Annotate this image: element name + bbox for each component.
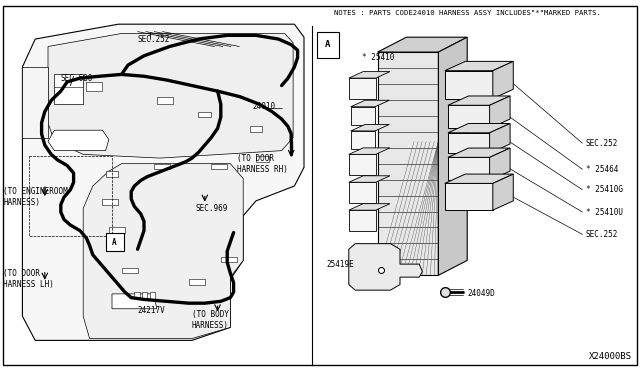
Polygon shape (106, 171, 118, 177)
Polygon shape (142, 292, 147, 299)
Polygon shape (112, 294, 157, 309)
Polygon shape (150, 292, 155, 299)
Text: HARNESS): HARNESS) (3, 198, 40, 207)
Bar (349, 78, 376, 99)
Text: HARNESS LH): HARNESS LH) (3, 280, 54, 289)
Text: (TO DOOR: (TO DOOR (3, 269, 40, 278)
Text: (TO ENGINEROOM: (TO ENGINEROOM (3, 187, 68, 196)
Polygon shape (83, 164, 243, 339)
Polygon shape (438, 37, 467, 275)
Polygon shape (448, 148, 510, 157)
Text: A: A (325, 40, 331, 49)
Text: HARNESS RH): HARNESS RH) (237, 165, 287, 174)
Bar (445, 71, 493, 99)
Polygon shape (493, 174, 513, 210)
Text: 24010: 24010 (253, 102, 276, 110)
Polygon shape (378, 37, 467, 52)
Bar (349, 210, 376, 231)
Text: SEC.969: SEC.969 (195, 204, 228, 213)
Polygon shape (211, 164, 227, 169)
Polygon shape (256, 156, 269, 162)
Polygon shape (349, 244, 422, 290)
Polygon shape (445, 61, 513, 71)
Text: 24217V: 24217V (138, 306, 165, 315)
Polygon shape (349, 71, 390, 78)
Polygon shape (109, 227, 125, 232)
Text: 25419E: 25419E (326, 260, 354, 269)
Polygon shape (490, 148, 510, 180)
Text: * 25410: * 25410 (362, 53, 394, 62)
Polygon shape (349, 176, 390, 182)
Polygon shape (54, 74, 83, 104)
Polygon shape (490, 124, 510, 153)
Polygon shape (48, 33, 293, 158)
Text: HARNESS): HARNESS) (192, 321, 229, 330)
Text: * 25410U: * 25410U (586, 208, 623, 217)
Bar (317, 32, 339, 58)
Bar (448, 157, 490, 180)
Polygon shape (189, 279, 205, 285)
Text: SEC.680: SEC.680 (61, 74, 93, 83)
Text: X24000BS: X24000BS (589, 352, 632, 361)
Bar (349, 182, 376, 203)
Text: NOTES : PARTS CODE24010 HARNESS ASSY INCLUDES"*"MARKED PARTS.: NOTES : PARTS CODE24010 HARNESS ASSY INC… (334, 10, 600, 16)
Polygon shape (349, 148, 390, 154)
Polygon shape (48, 130, 109, 151)
Bar (445, 183, 493, 210)
Polygon shape (22, 24, 304, 340)
Bar (351, 107, 375, 125)
Text: * 25464: * 25464 (586, 165, 618, 174)
Polygon shape (448, 124, 510, 133)
Polygon shape (221, 257, 237, 262)
Polygon shape (22, 67, 48, 138)
Polygon shape (154, 164, 170, 169)
Polygon shape (122, 268, 138, 273)
Polygon shape (490, 96, 510, 128)
Polygon shape (250, 126, 262, 132)
Text: SEC.252: SEC.252 (586, 139, 618, 148)
Polygon shape (86, 82, 102, 91)
Bar (351, 131, 375, 149)
Bar (378, 52, 438, 275)
Bar (349, 154, 376, 175)
Polygon shape (351, 100, 389, 107)
Text: SEC.252: SEC.252 (138, 35, 170, 44)
Polygon shape (445, 174, 513, 183)
Polygon shape (351, 124, 389, 131)
Text: (TO BODY: (TO BODY (192, 310, 229, 319)
Polygon shape (349, 203, 390, 210)
Polygon shape (157, 97, 173, 104)
Text: (TO DOOR: (TO DOOR (237, 154, 274, 163)
Text: * 25410G: * 25410G (586, 185, 623, 194)
Text: SEC.252: SEC.252 (586, 230, 618, 239)
Bar (106, 233, 124, 251)
Polygon shape (134, 292, 140, 299)
Polygon shape (198, 112, 211, 117)
Text: A: A (112, 238, 117, 247)
Bar (448, 105, 490, 128)
Text: 24049D: 24049D (467, 289, 495, 298)
Polygon shape (493, 61, 513, 99)
Polygon shape (448, 96, 510, 105)
Polygon shape (102, 199, 118, 205)
Bar (448, 133, 490, 153)
